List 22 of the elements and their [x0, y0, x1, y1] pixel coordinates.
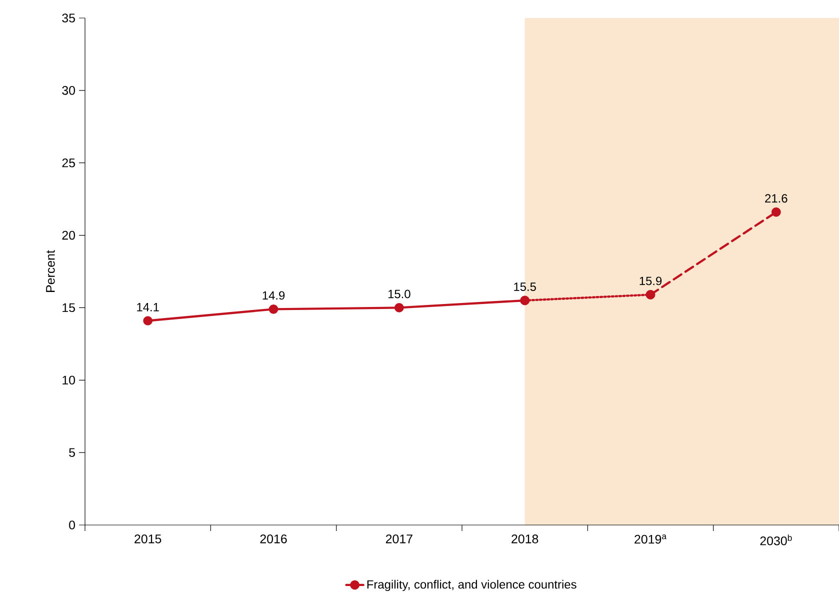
x-tick-label: 2017: [386, 534, 412, 544]
data-label: 15.0: [388, 290, 410, 298]
x-tick-label: 2030$^{b}$: [760, 534, 792, 546]
y-tick-label: 0: [69, 520, 76, 530]
y-tick-label: 20: [62, 230, 76, 240]
x-tick-label: 2015: [134, 534, 162, 544]
x-tick-label: 2016: [260, 534, 287, 544]
y-tick-label: 5: [69, 448, 75, 457]
data-label: 14.9: [262, 291, 285, 300]
y-tick-label: 10: [62, 376, 76, 385]
x-tick-label: 2019$^{a}$: [634, 534, 667, 544]
data-label: 15.9: [640, 276, 662, 286]
data-label: 15.5: [514, 282, 536, 291]
y-tick-label: 15: [62, 303, 75, 312]
legend-label: Fragility, conflict, and violence countries: [367, 580, 576, 592]
y-tick-label: 30: [62, 86, 76, 95]
y-tick-label: 35: [62, 14, 75, 22]
data-label: 14.1: [137, 303, 159, 312]
x-tick-label: 2018: [512, 534, 538, 544]
data-label: 21.6: [765, 194, 788, 203]
y-tick-label: 25: [62, 158, 75, 168]
y-axis-title: Percent: [46, 250, 55, 292]
